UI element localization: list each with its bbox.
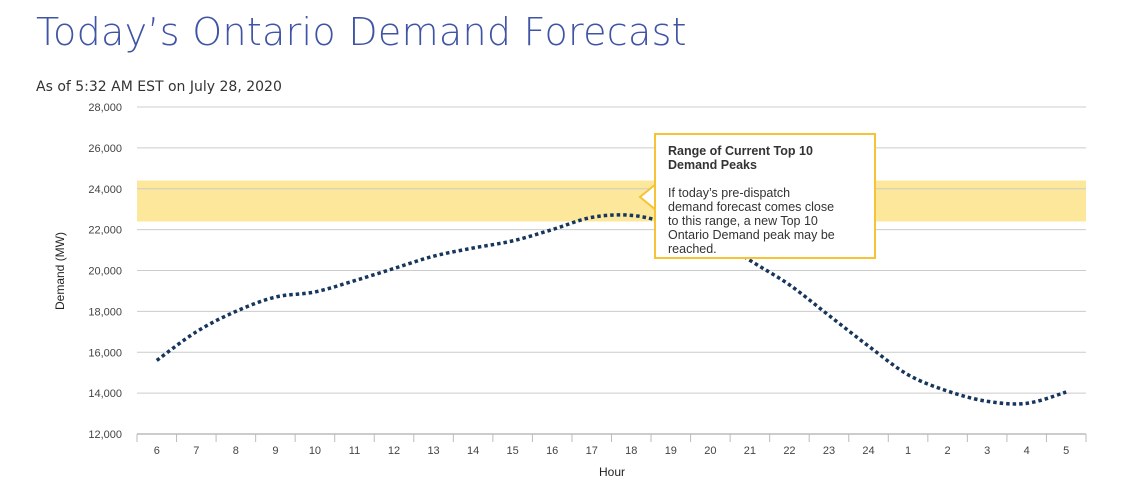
x-tick-label: 4 <box>1024 445 1030 457</box>
y-tick-label: 24,000 <box>88 184 122 196</box>
y-axis-title: Demand (MW) <box>53 232 67 310</box>
x-tick-label: 5 <box>1063 445 1069 457</box>
x-tick-label: 11 <box>349 445 360 457</box>
x-tick-label: 18 <box>625 445 637 457</box>
y-tick-label: 16,000 <box>88 347 122 359</box>
y-tick-label: 14,000 <box>88 388 122 400</box>
tooltip-title: Range of Current Top 10 Demand Peaks <box>668 144 813 172</box>
y-tick-label: 22,000 <box>88 225 122 237</box>
x-tick-label: 17 <box>586 445 598 457</box>
x-tick-label: 14 <box>467 445 479 457</box>
x-tick-label: 24 <box>862 445 874 457</box>
x-tick-label: 12 <box>388 445 400 457</box>
x-tick-label: 15 <box>507 445 519 457</box>
x-tick-label: 9 <box>272 445 278 457</box>
x-tick-label: 23 <box>823 445 835 457</box>
x-tick-label: 21 <box>744 445 756 457</box>
page-title: Today’s Ontario Demand Forecast <box>36 10 687 54</box>
tooltip-body: If today’s pre-dispatch demand forecast … <box>668 186 835 256</box>
x-tick-label: 7 <box>193 445 199 457</box>
x-tick-label: 6 <box>154 445 160 457</box>
x-tick-label: 1 <box>905 445 911 457</box>
y-tick-label: 26,000 <box>88 143 122 155</box>
y-tick-label: 18,000 <box>88 306 122 318</box>
x-tick-label: 8 <box>233 445 239 457</box>
x-tick-label: 16 <box>546 445 558 457</box>
x-tick-label: 20 <box>704 445 716 457</box>
x-tick-label: 13 <box>427 445 439 457</box>
as-of-timestamp: As of 5:32 AM EST on July 28, 2020 <box>36 79 282 95</box>
x-tick-label: 19 <box>665 445 677 457</box>
x-tick-label: 2 <box>945 445 951 457</box>
y-tick-label: 12,000 <box>88 429 122 441</box>
peak-range-tooltip: Range of Current Top 10 Demand Peaks If … <box>654 133 876 259</box>
x-tick-label: 22 <box>783 445 795 457</box>
y-tick-label: 20,000 <box>88 266 122 278</box>
demand-forecast-line <box>155 213 1067 406</box>
y-tick-label: 28,000 <box>88 102 122 114</box>
x-tick-label: 10 <box>309 445 321 457</box>
x-axis-title: Hour <box>599 465 625 479</box>
x-tick-label: 3 <box>984 445 990 457</box>
